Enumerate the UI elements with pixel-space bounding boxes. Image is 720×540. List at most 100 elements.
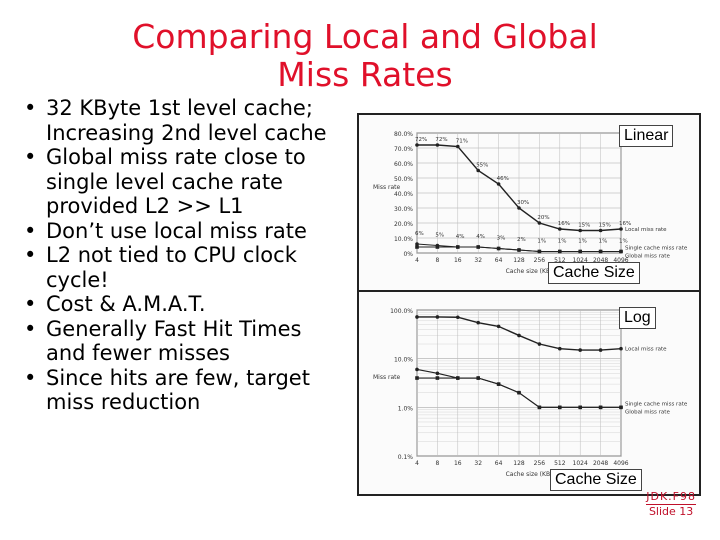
bullet-dot: •	[24, 243, 37, 267]
y-tick-label: 20.0%	[394, 221, 413, 228]
x-tick-label: 8	[435, 460, 439, 467]
data-point	[578, 249, 582, 254]
x-tick-label: 128	[513, 460, 525, 467]
data-point	[415, 315, 419, 319]
data-point	[537, 342, 542, 346]
data-point	[619, 249, 623, 254]
data-point	[435, 143, 440, 147]
bullet-text: Since hits are few, target miss reductio…	[46, 365, 310, 415]
data-point	[558, 249, 562, 254]
cache-size-tag-bottom: Cache Size	[550, 469, 642, 491]
slide-footer: JDK.F98 Slide 13	[646, 490, 696, 519]
data-point	[476, 168, 480, 173]
x-tick-label: 256	[534, 257, 546, 264]
x-tick-label: 4096	[613, 460, 628, 467]
bullet-text: Cost & A.M.A.T.	[46, 292, 206, 316]
x-axis-label: Cache size (KB)	[506, 268, 553, 275]
bullet-dot: •	[24, 96, 37, 120]
legend-label: Single cache miss rate	[625, 246, 688, 252]
data-label: 6%	[415, 231, 424, 237]
cache-size-tag-top: Cache Size	[548, 262, 640, 284]
data-label: 4%	[476, 234, 485, 240]
bullet-dot: •	[24, 365, 37, 390]
y-tick-label: 0.1%	[398, 454, 414, 461]
y-axis-label: Miss rate	[373, 184, 400, 191]
data-point	[619, 227, 623, 231]
legend-label: Global miss rate	[625, 254, 670, 260]
y-tick-label: 50.0%	[394, 176, 413, 183]
log-chart: 100.0% 10.0% 1.0% 0.1%4 8 16 32 64 128 256 512 1024…	[373, 308, 688, 478]
data-label: 5%	[435, 233, 444, 239]
data-point	[415, 143, 419, 147]
data-label: 1%	[578, 239, 587, 245]
y-tick-label: 100.0%	[390, 308, 413, 315]
x-tick-label: 4	[415, 460, 419, 467]
legend-label: Local miss rate	[625, 347, 667, 353]
y-tick-label: 0%	[403, 251, 413, 258]
data-point	[496, 246, 501, 251]
x-tick-label: 4096	[613, 257, 628, 264]
y-axis-label: Miss rate	[373, 374, 400, 381]
data-point	[435, 315, 440, 319]
data-point	[598, 249, 603, 254]
data-point	[456, 315, 460, 320]
data-label: 1%	[599, 239, 608, 245]
data-label: 2%	[517, 237, 526, 243]
data-point	[578, 228, 582, 233]
data-point	[578, 405, 582, 410]
data-point	[456, 376, 460, 380]
data-point	[496, 382, 501, 386]
bullet-text: Generally Fast Hit Times and fewer misse…	[46, 316, 302, 366]
y-tick-label: 80.0%	[394, 131, 413, 138]
bullet-item: • L2 not tied to CPU clock cycle!	[22, 243, 372, 292]
data-point	[435, 371, 440, 376]
footer-course: JDK.F98	[646, 490, 696, 505]
bullet-text: 32 KByte 1st level cache; Increasing 2nd…	[46, 96, 327, 145]
data-point	[619, 405, 623, 410]
legend-label: Global miss rate	[625, 409, 670, 415]
data-point	[619, 346, 623, 351]
x-tick-label: 8	[435, 257, 439, 264]
data-point	[415, 242, 419, 246]
data-label: 71%	[456, 139, 468, 145]
data-point	[435, 245, 440, 249]
x-tick-label: 32	[474, 257, 482, 264]
data-label: 72%	[415, 137, 427, 143]
bullet-item: • Cost & A.M.A.T.	[22, 292, 372, 317]
data-label: 15%	[578, 223, 590, 229]
bullet-text: L2 not tied to CPU clock cycle!	[46, 243, 297, 292]
data-point	[537, 405, 542, 410]
data-label: 16%	[558, 221, 570, 227]
data-point	[558, 346, 562, 351]
x-tick-label: 16	[454, 257, 462, 264]
data-point	[435, 376, 440, 380]
data-point	[537, 249, 542, 254]
bullet-dot: •	[24, 145, 37, 169]
data-label: 46%	[497, 176, 509, 182]
x-tick-label: 128	[513, 257, 525, 264]
footer-slide-number: Slide 13	[648, 505, 694, 518]
x-tick-label: 256	[534, 460, 546, 467]
data-point	[476, 245, 480, 249]
data-point	[517, 333, 521, 338]
data-label: 16%	[619, 221, 631, 227]
x-tick-label: 16	[454, 460, 462, 467]
data-point	[496, 182, 501, 186]
bullet-item: • 32 KByte 1st level cache; Increasing 2n…	[22, 96, 372, 145]
x-tick-label: 512	[554, 257, 566, 264]
x-tick-label: 2048	[593, 257, 608, 264]
x-tick-label: 2048	[593, 460, 608, 467]
x-tick-label: 1024	[573, 460, 588, 467]
bullet-item: • Generally Fast Hit Times and fewer miss…	[22, 317, 372, 366]
y-tick-label: 1.0%	[398, 405, 414, 412]
linear-chart: 80.0% 70.0% 60.0% 50.0% 40.0% 30.0% 20.0% 10.0%…	[373, 131, 688, 275]
x-tick-label: 512	[554, 460, 566, 467]
legend-label: Local miss rate	[625, 227, 667, 233]
data-point	[558, 405, 562, 410]
legend-label: Single cache miss rate	[625, 401, 688, 407]
data-label: 30%	[517, 200, 529, 206]
data-point	[456, 245, 460, 249]
data-point	[517, 390, 521, 395]
data-label: 55%	[476, 163, 488, 169]
data-label: 20%	[537, 215, 549, 221]
